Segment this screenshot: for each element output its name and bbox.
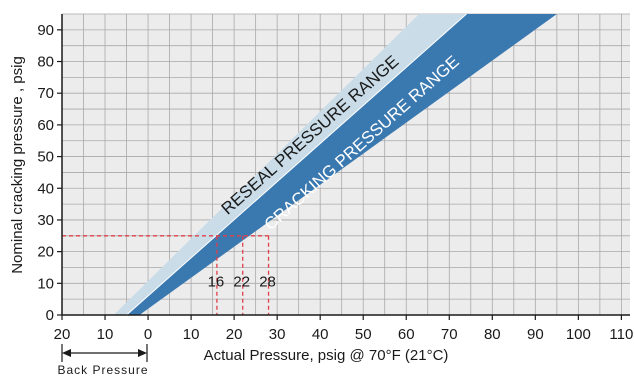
back-pressure-arrowhead-right [138, 349, 147, 357]
back-pressure-label: Back Pressure [57, 363, 148, 377]
back-pressure-indicator: Back Pressure [57, 344, 148, 377]
x-tick-label: 70 [441, 326, 458, 343]
reference-value-label: 16 [208, 273, 225, 290]
x-tick-label: 10 [183, 326, 200, 343]
x-tick-label: 80 [484, 326, 501, 343]
y-tick-label: 70 [37, 85, 54, 102]
x-tick-label: 60 [398, 326, 415, 343]
x-tick-label: 0 [144, 326, 152, 343]
x-tick-label: 110 [609, 326, 633, 343]
band-cracking [126, 14, 557, 315]
x-tick-label: 20 [54, 326, 71, 343]
back-pressure-arrowhead-left [62, 349, 71, 357]
y-tick-label: 60 [37, 117, 54, 134]
y-tick-label: 80 [37, 54, 54, 71]
band-reseal [113, 14, 467, 315]
grid-lines [61, 13, 630, 316]
band-divider [126, 14, 467, 315]
reference-value-label: 28 [259, 273, 276, 290]
x-tick-label: 20 [226, 326, 243, 343]
x-tick-label: 10 [97, 326, 114, 343]
y-tick-label: 30 [37, 212, 54, 229]
x-tick-label: 100 [566, 326, 591, 343]
y-tick-label: 50 [37, 149, 54, 166]
reference-value-label: 22 [233, 273, 250, 290]
x-tick-label: 30 [269, 326, 286, 343]
x-tick-label: 40 [312, 326, 329, 343]
reference-lines: 16 22 28 [62, 235, 276, 315]
x-tick-label: 50 [355, 326, 372, 343]
y-tick-label: 40 [37, 180, 54, 197]
y-tick-label: 0 [46, 307, 54, 324]
y-axis-label: Nominal cracking pressure , psig [9, 56, 26, 274]
y-tick-label: 20 [37, 244, 54, 261]
y-tick-label: 90 [37, 22, 54, 39]
pressure-bands [113, 14, 557, 315]
y-tick-label: 10 [37, 275, 54, 292]
x-tick-label: 90 [527, 326, 544, 343]
x-axis-label: Actual Pressure, psig @ 70°F (21°C) [204, 347, 449, 364]
